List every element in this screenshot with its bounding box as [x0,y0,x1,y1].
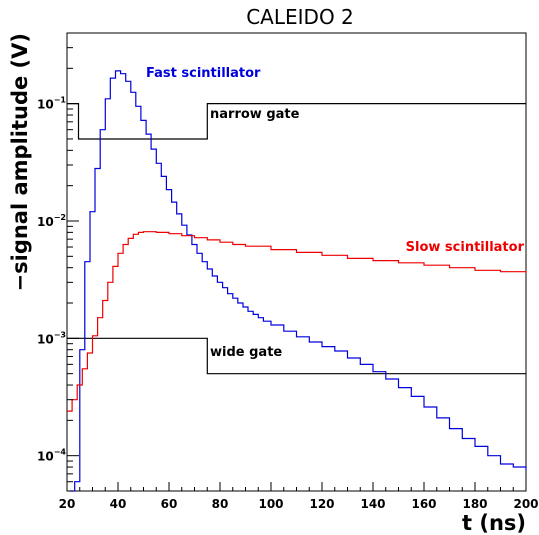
fast-scintillator-line [69,70,527,492]
wide-gate-line [67,337,526,375]
x-tick-label: 160 [411,497,436,511]
x-tick-label: 200 [513,497,538,511]
fast-scintillator-label: Fast scintillator [146,66,261,81]
wide-gate-label: wide gate [210,345,282,360]
x-tick-label: 20 [59,497,76,511]
slow-scintillator-line [67,231,527,412]
x-tick-label: 100 [258,497,283,511]
y-tick-label: 10−3 [37,330,66,346]
x-tick-label: 40 [110,497,127,511]
slow-scintillator-label: Slow scintillator [406,240,525,255]
y-axis-label: −signal amplitude (V) [8,33,32,291]
narrow-gate-label: narrow gate [210,107,300,122]
x-tick-label: 120 [309,497,334,511]
x-tick-label: 80 [212,497,229,511]
x-axis-label: t (ns) [462,511,526,535]
y-tick-label: 10−4 [37,448,66,464]
chart-title: CALEIDO 2 [246,5,354,29]
y-tick-label: 10−1 [37,96,66,112]
x-tick-label: 60 [161,497,178,511]
x-tick-label: 140 [360,497,385,511]
y-tick-label: 10−2 [37,213,66,229]
x-tick-label: 180 [462,497,487,511]
